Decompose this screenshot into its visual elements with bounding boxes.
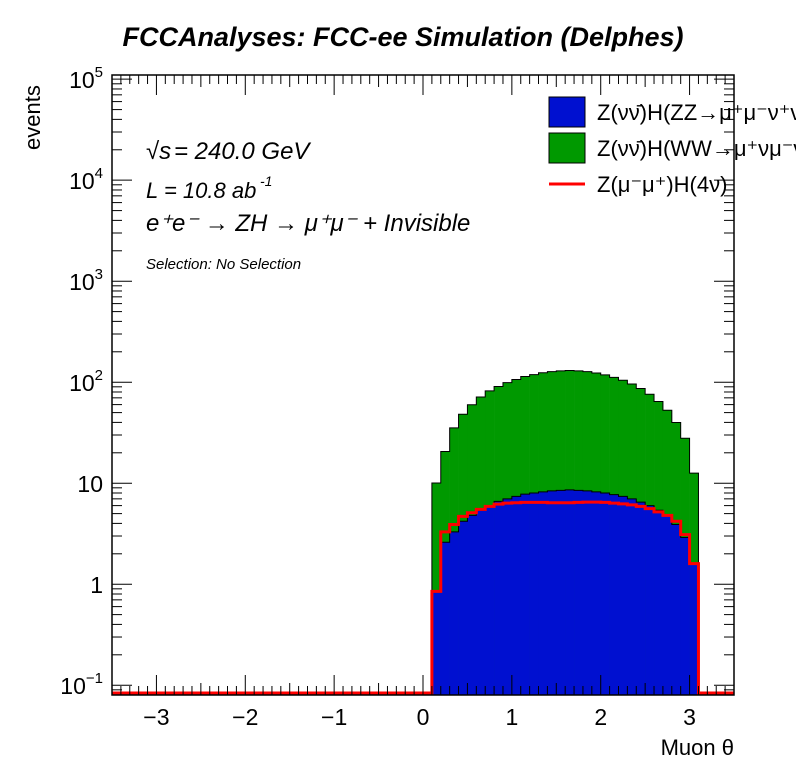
bar xyxy=(609,494,619,695)
x-tick-label: 3 xyxy=(683,704,696,730)
bar xyxy=(636,502,646,695)
energy-value: = 240.0 GeV xyxy=(174,138,311,165)
legend-label: Z(νν̄)H(ZZ→μ⁺μ⁻ν⁺ν⁻) xyxy=(597,100,796,125)
bar xyxy=(476,510,486,695)
lumi-text: L = 10.8 ab xyxy=(146,178,256,203)
bar xyxy=(485,505,495,695)
bar xyxy=(574,490,584,695)
legend-label: Z(μ⁻μ⁺)H(4ν) xyxy=(597,172,727,197)
bar xyxy=(618,496,628,695)
process-annotation: e⁺e⁻ → ZH → μ⁺μ⁻ + Invisible xyxy=(146,210,470,237)
bar xyxy=(520,494,530,695)
y-tick-label: 102 xyxy=(69,367,103,396)
y-tick-label: 105 xyxy=(69,64,103,93)
bar xyxy=(529,492,539,695)
selection-annotation: Selection: No Selection xyxy=(146,256,301,273)
y-tick-label: 1 xyxy=(90,572,103,598)
bar xyxy=(538,491,548,695)
signal-line xyxy=(112,500,734,695)
histogram-bars xyxy=(431,369,699,695)
bar xyxy=(431,482,442,695)
y-axis-label: events xyxy=(20,85,45,150)
y-tick-label: 10−1 xyxy=(60,670,103,699)
y-tick-label: 103 xyxy=(69,266,103,295)
bar xyxy=(440,542,450,695)
stack-outline xyxy=(431,369,699,695)
bar xyxy=(591,491,602,695)
energy-annotation: √s = 240.0 GeV xyxy=(146,138,311,165)
legend: Z(νν̄)H(ZZ→μ⁺μ⁻ν⁺ν⁻) Z(νν̄)H(WW→μ⁺νμ⁻ν̄) Z… xyxy=(548,96,796,197)
axis-ticks: −3 −2 −1 0 1 2 3 10−1 1 10 102 103 104 105 xyxy=(60,64,735,730)
y-tick-label: 104 xyxy=(69,165,103,194)
bar xyxy=(680,537,690,695)
bar xyxy=(582,490,593,695)
x-tick-label: −2 xyxy=(232,704,258,730)
bar xyxy=(431,591,442,695)
x-tick-label: 0 xyxy=(417,704,430,730)
bar xyxy=(600,492,610,695)
signal-line-path xyxy=(112,500,734,695)
chart-title: FCCAnalyses: FCC-ee Simulation (Delphes) xyxy=(122,22,683,52)
x-tick-label: 2 xyxy=(594,704,607,730)
bar xyxy=(671,524,681,695)
x-tick-label: −3 xyxy=(143,704,169,730)
bar xyxy=(654,510,664,695)
bar xyxy=(511,496,522,695)
bar xyxy=(662,515,673,695)
bar xyxy=(565,489,575,695)
bar xyxy=(547,490,557,695)
bar xyxy=(467,515,477,695)
legend-swatch xyxy=(548,132,586,164)
x-tick-label: 1 xyxy=(505,704,518,730)
x-tick-label: −1 xyxy=(321,704,347,730)
bar xyxy=(494,501,504,695)
bar xyxy=(458,521,468,695)
energy-sqrt-s: √s xyxy=(146,138,171,165)
bar xyxy=(502,498,513,695)
bar xyxy=(645,505,655,695)
lumi-exponent: -1 xyxy=(260,173,272,189)
x-axis-label: Muon θ xyxy=(661,735,734,760)
bar xyxy=(556,490,566,695)
legend-swatch xyxy=(548,96,586,128)
bar xyxy=(689,563,699,695)
bar xyxy=(627,498,637,695)
y-tick-label: 10 xyxy=(77,471,103,497)
bar xyxy=(449,531,459,695)
legend-label: Z(νν̄)H(WW→μ⁺νμ⁻ν̄) xyxy=(597,136,796,161)
lumi-annotation: L = 10.8 ab -1 xyxy=(146,173,272,203)
